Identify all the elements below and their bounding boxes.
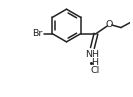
Text: O: O [106,20,113,29]
Text: NH: NH [85,50,99,59]
Text: Cl: Cl [90,66,100,75]
Text: H: H [92,58,98,67]
Text: Br: Br [32,29,43,38]
